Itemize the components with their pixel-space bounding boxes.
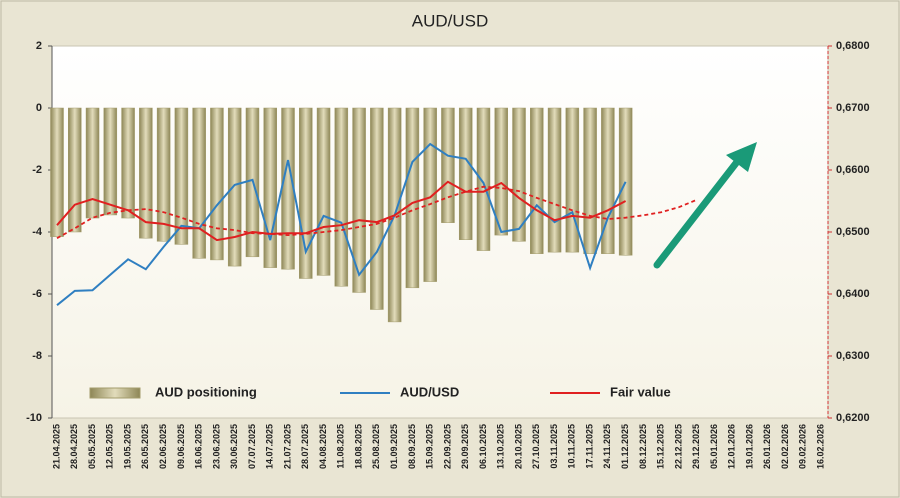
bar <box>530 107 544 254</box>
x-tick-label: 10.11.2025 <box>567 424 577 469</box>
y-tick-label: -10 <box>26 412 42 424</box>
bar <box>334 107 349 287</box>
x-tick-label: 01.09.2025 <box>389 424 399 469</box>
y2-tick-label: 0,6600 <box>836 164 870 176</box>
line <box>56 142 627 306</box>
x-tick-label: 25.08.2025 <box>371 424 381 469</box>
x-tick-label: 02.02.2026 <box>780 424 790 469</box>
x-tick-label: 29.09.2025 <box>460 424 470 469</box>
bar <box>423 107 437 282</box>
y-tick-label: -4 <box>32 226 43 238</box>
bar <box>139 107 153 239</box>
legend-label: AUD/USD <box>400 384 459 399</box>
bar <box>227 107 242 267</box>
x-tick-label: 09.02.2026 <box>798 424 808 469</box>
x-tick-label: 23.06.2025 <box>211 424 221 469</box>
x-tick-label: 11.08.2025 <box>336 424 346 469</box>
line <box>56 180 627 242</box>
x-tick-label: 26.05.2025 <box>140 424 150 469</box>
x-tick-label: 12.05.2025 <box>105 424 115 469</box>
x-tick-label: 24.11.2025 <box>602 424 612 469</box>
bar <box>583 107 597 254</box>
bar <box>352 107 366 293</box>
x-tick-label: 28.07.2025 <box>300 424 310 469</box>
x-tick-label: 04.08.2025 <box>318 424 328 469</box>
bar <box>50 107 64 237</box>
x-tick-label: 03.11.2025 <box>549 424 559 469</box>
bar <box>85 107 100 219</box>
x-tick-label: 07.07.2025 <box>247 424 257 469</box>
y-tick-label: -2 <box>32 164 42 176</box>
x-tick-label: 22.12.2025 <box>673 424 683 469</box>
x-tick-label: 05.05.2025 <box>87 424 97 469</box>
y2-tick-label: 0,6200 <box>836 412 870 424</box>
x-tick-label: 08.09.2025 <box>407 424 417 469</box>
y2-tick-label: 0,6300 <box>836 350 870 362</box>
dashed-line <box>56 185 698 239</box>
bar <box>174 107 189 245</box>
y-tick-label: 2 <box>36 40 42 52</box>
bar <box>156 107 171 242</box>
bar <box>370 107 384 310</box>
bar <box>476 107 491 251</box>
x-tick-label: 15.09.2025 <box>425 424 435 469</box>
trend-arrow <box>653 142 757 269</box>
x-tick-label: 28.04.2025 <box>69 424 79 469</box>
bar <box>601 107 615 254</box>
bar <box>192 107 206 259</box>
x-tick-label: 12.01.2026 <box>727 424 737 469</box>
x-tick-label: 13.10.2025 <box>496 424 506 469</box>
bar <box>565 107 580 253</box>
bar <box>103 107 118 216</box>
legend-label: Fair value <box>610 384 671 399</box>
x-tick-label: 09.06.2025 <box>176 424 186 469</box>
chart-title: AUD/USD <box>412 11 489 30</box>
y-tick-label: -8 <box>32 350 42 362</box>
bar <box>405 107 420 289</box>
y2-tick-label: 0,6700 <box>836 102 870 114</box>
x-tick-label: 01.12.2025 <box>620 424 630 469</box>
x-tick-label: 16.06.2025 <box>194 424 204 469</box>
y-tick-label: 0 <box>36 102 42 114</box>
x-tick-label: 19.05.2025 <box>122 424 132 469</box>
x-tick-label: 29.12.2025 <box>691 424 701 469</box>
x-tick-label: 19.01.2026 <box>744 424 754 469</box>
y2-tick-label: 0,6500 <box>836 226 870 238</box>
bar <box>547 107 562 253</box>
x-tick-label: 02.06.2025 <box>158 424 168 469</box>
bar <box>512 107 526 242</box>
bar <box>458 107 473 240</box>
bar <box>494 107 508 236</box>
bar <box>263 107 277 268</box>
x-tick-label: 15.12.2025 <box>656 424 666 469</box>
x-tick-label: 26.01.2026 <box>762 424 772 469</box>
bar <box>316 107 331 276</box>
x-tick-label: 17.11.2025 <box>584 424 594 469</box>
bar <box>210 107 224 261</box>
bar <box>618 107 633 256</box>
legend-label: AUD positioning <box>155 384 257 399</box>
x-tick-label: 22.09.2025 <box>442 424 452 469</box>
bar <box>68 107 82 233</box>
y2-tick-label: 0,6400 <box>836 288 870 300</box>
x-tick-label: 05.01.2026 <box>709 424 719 469</box>
bar <box>441 107 455 223</box>
x-tick-label: 08.12.2025 <box>638 424 648 469</box>
x-tick-label: 16.02.2026 <box>815 424 825 469</box>
x-tick-label: 21.04.2025 <box>51 424 61 469</box>
x-tick-label: 18.08.2025 <box>353 424 363 469</box>
x-tick-label: 27.10.2025 <box>531 424 541 469</box>
bar <box>121 107 135 219</box>
y2-tick-label: 0,6800 <box>836 40 870 52</box>
x-tick-label: 06.10.2025 <box>478 424 488 469</box>
x-tick-label: 20.10.2025 <box>513 424 523 469</box>
x-tick-label: 14.07.2025 <box>265 424 275 469</box>
x-tick-label: 30.06.2025 <box>229 424 239 469</box>
y-tick-label: -6 <box>32 288 42 300</box>
legend-swatch <box>89 387 141 399</box>
x-tick-label: 21.07.2025 <box>282 424 292 469</box>
